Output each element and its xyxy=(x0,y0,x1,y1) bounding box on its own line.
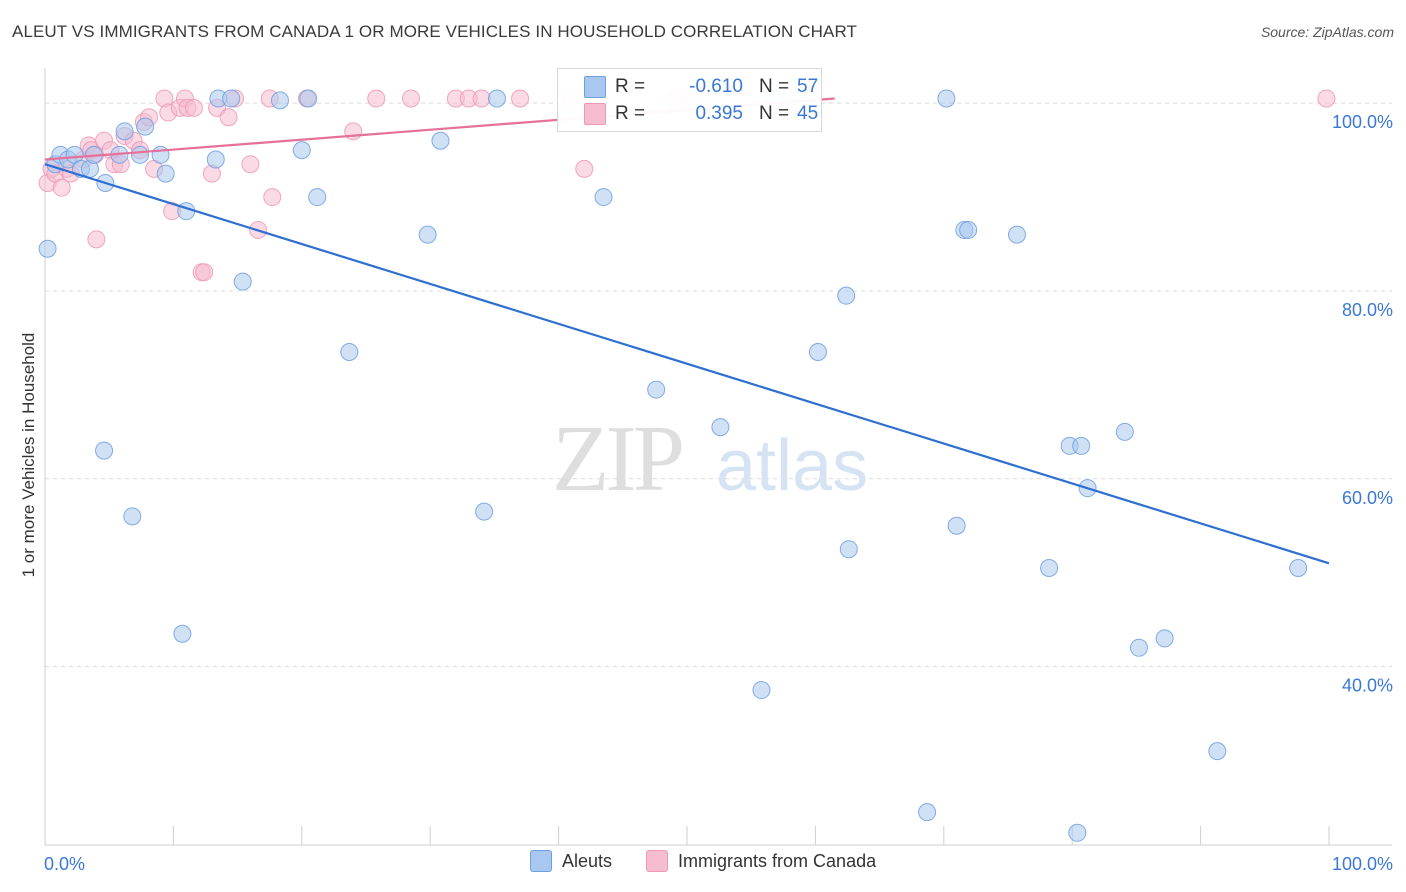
watermark-atlas: atlas xyxy=(716,426,868,506)
scatter-point xyxy=(270,91,289,110)
watermark: ZIP atlas xyxy=(552,407,868,511)
scatter-point xyxy=(136,117,155,136)
legend-item-immigrants[interactable]: Immigrants from Canada xyxy=(646,850,876,872)
y-tick-label: 40.0% xyxy=(1342,676,1393,696)
scatter-point xyxy=(87,230,106,249)
scatter-point xyxy=(299,89,318,108)
scatter-point xyxy=(206,150,225,169)
trend-lines xyxy=(44,97,1330,565)
trend-line xyxy=(44,163,1330,565)
scatter-point xyxy=(115,122,134,141)
scatter-point xyxy=(1289,558,1308,577)
scatter-point xyxy=(1129,638,1148,657)
scatter-point xyxy=(711,418,730,437)
stats-swatch-aleuts xyxy=(584,76,606,98)
scatter-point xyxy=(241,155,260,174)
stats-r-value: -0.610 xyxy=(689,76,743,97)
scatter-point xyxy=(38,239,57,258)
x-tick-label: 100.0% xyxy=(1332,854,1393,874)
stats-n-value: 57 xyxy=(797,76,819,97)
chart-title: ALEUT VS IMMIGRANTS FROM CANADA 1 OR MOR… xyxy=(12,22,858,41)
scatter-point xyxy=(647,380,666,399)
scatter-point xyxy=(340,343,359,362)
scatter-point xyxy=(308,188,327,207)
stats-r-value: 0.395 xyxy=(695,103,743,124)
scatter-point xyxy=(1155,629,1174,648)
scatter-point xyxy=(263,188,282,207)
legend-swatch-immigrants xyxy=(646,850,669,872)
scatter-point xyxy=(475,502,494,521)
y-axis-label: 1 or more Vehicles in Household xyxy=(19,333,38,578)
scatter-point xyxy=(292,141,311,160)
y-tick-label: 60.0% xyxy=(1342,488,1393,508)
scatter-point xyxy=(173,624,192,643)
scatter-point xyxy=(472,89,491,108)
watermark-zip: ZIP xyxy=(552,407,682,511)
legend-swatch-aleuts xyxy=(530,850,552,872)
scatter-point xyxy=(344,122,363,141)
scatter-point xyxy=(418,225,437,244)
scatter-point xyxy=(808,343,827,362)
scatter-point xyxy=(222,89,241,108)
stats-n-label: N = xyxy=(759,103,790,124)
stats-n-value: 45 xyxy=(797,103,819,124)
legend-item-aleuts[interactable]: Aleuts xyxy=(530,850,612,872)
scatter-point xyxy=(511,89,530,108)
scatter-point xyxy=(431,131,450,150)
scatter-point xyxy=(594,188,613,207)
scatter-point xyxy=(752,681,771,700)
source-credit: Source: ZipAtlas.com xyxy=(1260,24,1394,40)
scatter-point xyxy=(487,89,506,108)
scatter-point xyxy=(1040,558,1059,577)
legend-label-immigrants: Immigrants from Canada xyxy=(678,850,877,871)
stats-swatch-immigrants xyxy=(584,103,606,125)
scatter-point xyxy=(367,89,386,108)
scatter-point xyxy=(937,89,956,108)
scatter-point xyxy=(1317,89,1336,108)
legend: Aleuts Immigrants from Canada xyxy=(530,850,876,872)
stats-r-label: R = xyxy=(615,103,646,124)
scatter-point xyxy=(837,286,856,305)
scatter-point xyxy=(195,263,214,282)
scatter-point xyxy=(947,516,966,535)
correlation-stats-box: R = -0.610 N = 57 R = 0.395 N = 45 xyxy=(557,68,822,132)
scatter-point xyxy=(1115,422,1134,441)
scatter-point xyxy=(575,159,594,178)
scatter-point xyxy=(918,803,937,822)
scatter-point xyxy=(1007,225,1026,244)
tick-labels: 40.0% 60.0% 80.0% 100.0% 0.0% 100.0% xyxy=(44,112,1393,874)
scatter-point xyxy=(839,540,858,559)
scatter-point xyxy=(219,108,238,127)
stats-r-label: R = xyxy=(615,76,646,97)
scatter-point xyxy=(233,272,252,291)
scatter-point xyxy=(401,89,420,108)
scatter-point xyxy=(131,145,150,164)
grid-lines xyxy=(45,102,1392,668)
scatter-point xyxy=(151,145,170,164)
scatter-point xyxy=(123,507,142,526)
y-tick-label: 100.0% xyxy=(1332,112,1393,132)
scatter-point xyxy=(1072,436,1091,455)
y-tick-label: 80.0% xyxy=(1342,300,1393,320)
scatter-point xyxy=(959,220,978,239)
scatter-point xyxy=(156,164,175,183)
scatter-point xyxy=(1068,823,1087,842)
scatter-point xyxy=(184,98,203,117)
legend-label-aleuts: Aleuts xyxy=(562,850,613,871)
scatter-point xyxy=(95,441,114,460)
stats-n-label: N = xyxy=(759,76,790,97)
scatter-point xyxy=(1208,742,1227,761)
x-tick-label: 0.0% xyxy=(44,854,85,874)
scatter-point xyxy=(52,178,71,197)
